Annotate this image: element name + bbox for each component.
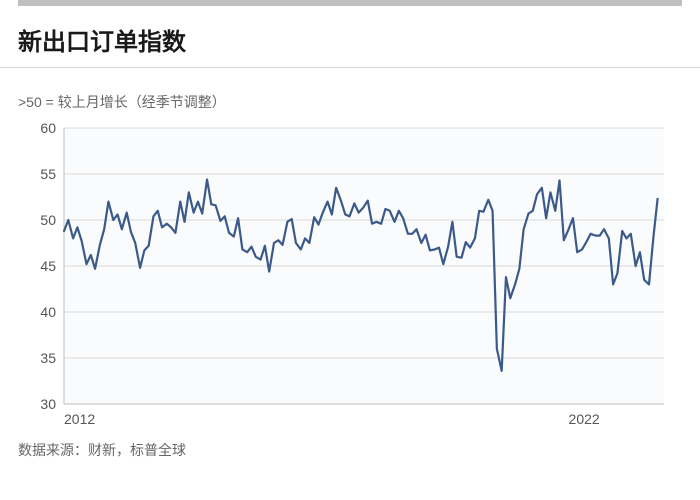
svg-text:30: 30 <box>40 396 56 412</box>
svg-text:50: 50 <box>40 212 56 228</box>
line-chart: 30 35 40 45 50 55 60 2012 2022 <box>18 122 678 432</box>
y-ticks: 30 35 40 45 50 55 60 <box>40 122 56 412</box>
svg-text:35: 35 <box>40 350 56 366</box>
svg-text:55: 55 <box>40 166 56 182</box>
svg-text:60: 60 <box>40 122 56 136</box>
svg-text:45: 45 <box>40 258 56 274</box>
svg-text:2022: 2022 <box>569 411 600 427</box>
chart-subtitle: >50 = 较上月增长（经季节调整） <box>0 68 700 118</box>
x-ticks: 2012 2022 <box>64 411 600 427</box>
chart-source: 数据来源：财新，标普全球 <box>0 432 700 460</box>
svg-text:40: 40 <box>40 304 56 320</box>
chart-title: 新出口订单指数 <box>0 6 700 67</box>
chart-area: 30 35 40 45 50 55 60 2012 2022 <box>18 122 682 432</box>
svg-text:2012: 2012 <box>64 411 95 427</box>
